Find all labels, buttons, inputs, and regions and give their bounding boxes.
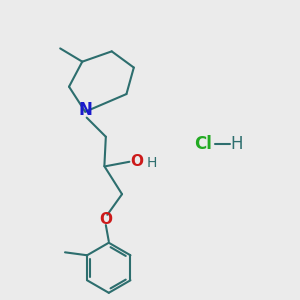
Text: O: O [99,212,112,227]
Text: N: N [78,101,92,119]
Text: H: H [231,135,243,153]
Text: O: O [130,154,143,169]
Text: Cl: Cl [194,135,212,153]
Text: H: H [147,156,157,170]
